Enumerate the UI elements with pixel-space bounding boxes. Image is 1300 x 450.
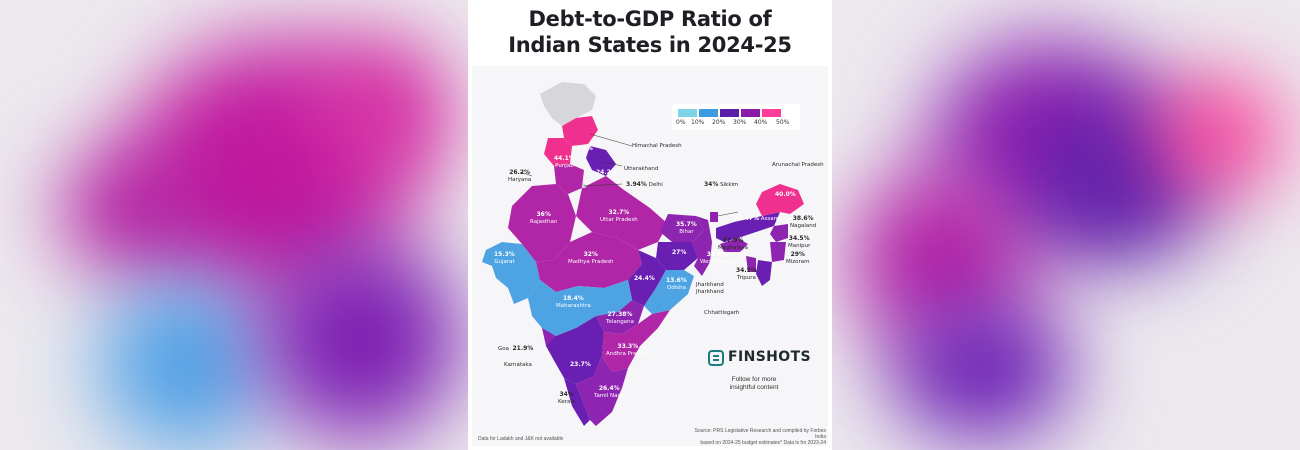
state-jharkhand — [656, 242, 698, 270]
label-uttarakhand: Uttarakhand — [624, 166, 659, 172]
legend-tick: 0% — [676, 119, 686, 126]
state-manipur — [770, 242, 786, 262]
legend-swatch-20-30 — [720, 109, 739, 117]
label-himachal-pradesh: Himachal Pradesh — [632, 143, 682, 149]
map-panel: 0% 10% 20% 30% 40% 50% Himachal Pradesh … — [472, 66, 828, 446]
label-andhra-pradesh: 33.3% Andhra Pradesh — [606, 343, 650, 357]
state-assam — [716, 212, 780, 242]
state-delhi — [581, 183, 587, 189]
label-mizoram: 29% Mizoram — [786, 251, 810, 265]
background-blur-left — [0, 0, 468, 450]
state-odisha — [644, 270, 694, 314]
label-uttar-pradesh: 32.7% Uttar Pradesh — [600, 209, 638, 223]
label-punjab: 44.1% Punjab — [554, 155, 575, 169]
state-karnataka — [546, 316, 604, 384]
value-jharkhand: 27% — [672, 249, 687, 256]
title-line-1: Debt-to-GDP Ratio of — [528, 7, 772, 31]
state-maharashtra — [528, 280, 632, 336]
label-meghalaya: 37.9% Meghalaya — [718, 237, 749, 251]
title-line-2: Indian States in 2024-25 — [508, 33, 792, 57]
value-karnataka: 23.7% — [570, 361, 591, 368]
state-meghalaya — [720, 238, 748, 252]
state-punjab — [544, 138, 572, 166]
background-blur-right — [832, 0, 1300, 450]
finshots-branding: FINSHOTS Follow for more insightful cont… — [704, 346, 814, 426]
label-tamil-nadu: 26.4% Tamil Nadu — [594, 385, 625, 399]
infographic-card: Debt-to-GDP Ratio of Indian States in 20… — [468, 0, 832, 450]
label-chhattisgarh: Chhattisgarh — [704, 310, 740, 316]
footnote-left: Data for Ladakh and J&K not available — [478, 436, 564, 442]
leader-lines — [519, 133, 739, 217]
value-uttarakhand: 24.2% — [596, 169, 617, 176]
legend-swatch-40-50 — [762, 109, 781, 117]
legend-tick: 30% — [733, 119, 747, 126]
state-rajasthan — [508, 184, 576, 262]
label-kerala: 34% Kerala — [558, 391, 576, 405]
label-haryana: 26.2% Haryana — [508, 169, 532, 183]
india-map — [482, 82, 804, 426]
state-himachal-pradesh — [562, 116, 598, 146]
label-madhya-pradesh: 32% Madhya Pradesh — [568, 251, 614, 265]
legend-tick: 50% — [776, 119, 790, 126]
label-goa: Goa 21.9% — [498, 345, 534, 352]
label-karnataka: Karnataka — [504, 362, 532, 368]
label-tripura: 34.5% Tripura — [736, 267, 757, 281]
state-telangana — [596, 300, 644, 334]
state-mizoram — [756, 260, 772, 286]
state-haryana — [554, 164, 584, 194]
state-uttarakhand — [586, 146, 616, 176]
label-jharkhand: Jharkhand Jharkhand — [696, 282, 724, 295]
legend-swatch-0-10 — [678, 109, 697, 117]
footnote-source: Source: PRS Legislative Research and com… — [694, 428, 826, 446]
label-sikkim: 34% Sikkim — [704, 181, 739, 188]
label-assam: 23.47% Assam — [734, 215, 779, 222]
state-bihar — [660, 214, 704, 242]
label-west-bengal: 38.9% West Bengal — [700, 251, 735, 265]
legend-tick: 40% — [754, 119, 768, 126]
value-arunachal-pradesh: 40.0% — [775, 191, 796, 198]
label-maharashtra: 18.4% Maharashtra — [556, 295, 591, 309]
state-tamil-nadu — [576, 356, 628, 426]
state-nagaland — [770, 224, 788, 242]
label-odisha: 13.6% Odisha — [666, 277, 687, 291]
legend-swatch-30-40 — [741, 109, 760, 117]
state-west-bengal — [692, 216, 712, 276]
label-telangana: 27.38% Telangana — [606, 311, 634, 325]
legend-tick: 20% — [712, 119, 726, 126]
state-chhattisgarh — [628, 250, 666, 306]
finshots-logo-icon — [708, 350, 724, 366]
label-manipur: 34.5% Manipur — [788, 235, 811, 249]
label-nagaland: 38.6% Nagaland — [790, 215, 817, 229]
state-gujarat — [482, 242, 540, 304]
legend-tick: 10% — [691, 119, 705, 126]
state-jammu-kashmir — [540, 82, 596, 126]
label-rajasthan: 36% Rajasthan — [530, 211, 558, 225]
label-gujarat: 15.3% Gujarat — [494, 251, 515, 265]
map-legend: 0% 10% 20% 30% 40% 50% — [672, 104, 800, 130]
page-title: Debt-to-GDP Ratio of Indian States in 20… — [468, 6, 832, 58]
brand-tagline: Follow for more insightful content — [729, 376, 779, 391]
state-madhya-pradesh — [536, 232, 642, 292]
brand-name: FINSHOTS — [728, 349, 812, 365]
legend-swatch-10-20 — [699, 109, 718, 117]
label-bihar: 35.7% Bihar — [676, 221, 697, 235]
value-himachal-pradesh: 42.5% — [572, 145, 593, 152]
state-andhra-pradesh — [602, 310, 670, 372]
state-sikkim — [710, 212, 718, 222]
label-delhi: 3.94% Delhi — [626, 181, 663, 188]
value-chhattisgarh: 24.4% — [634, 275, 655, 282]
state-uttar-pradesh — [576, 176, 668, 250]
state-arunachal-pradesh — [756, 184, 804, 216]
label-arunachal-pradesh: Arunachal Pradesh — [772, 162, 824, 168]
state-tripura — [746, 256, 756, 272]
state-kerala — [564, 378, 590, 426]
